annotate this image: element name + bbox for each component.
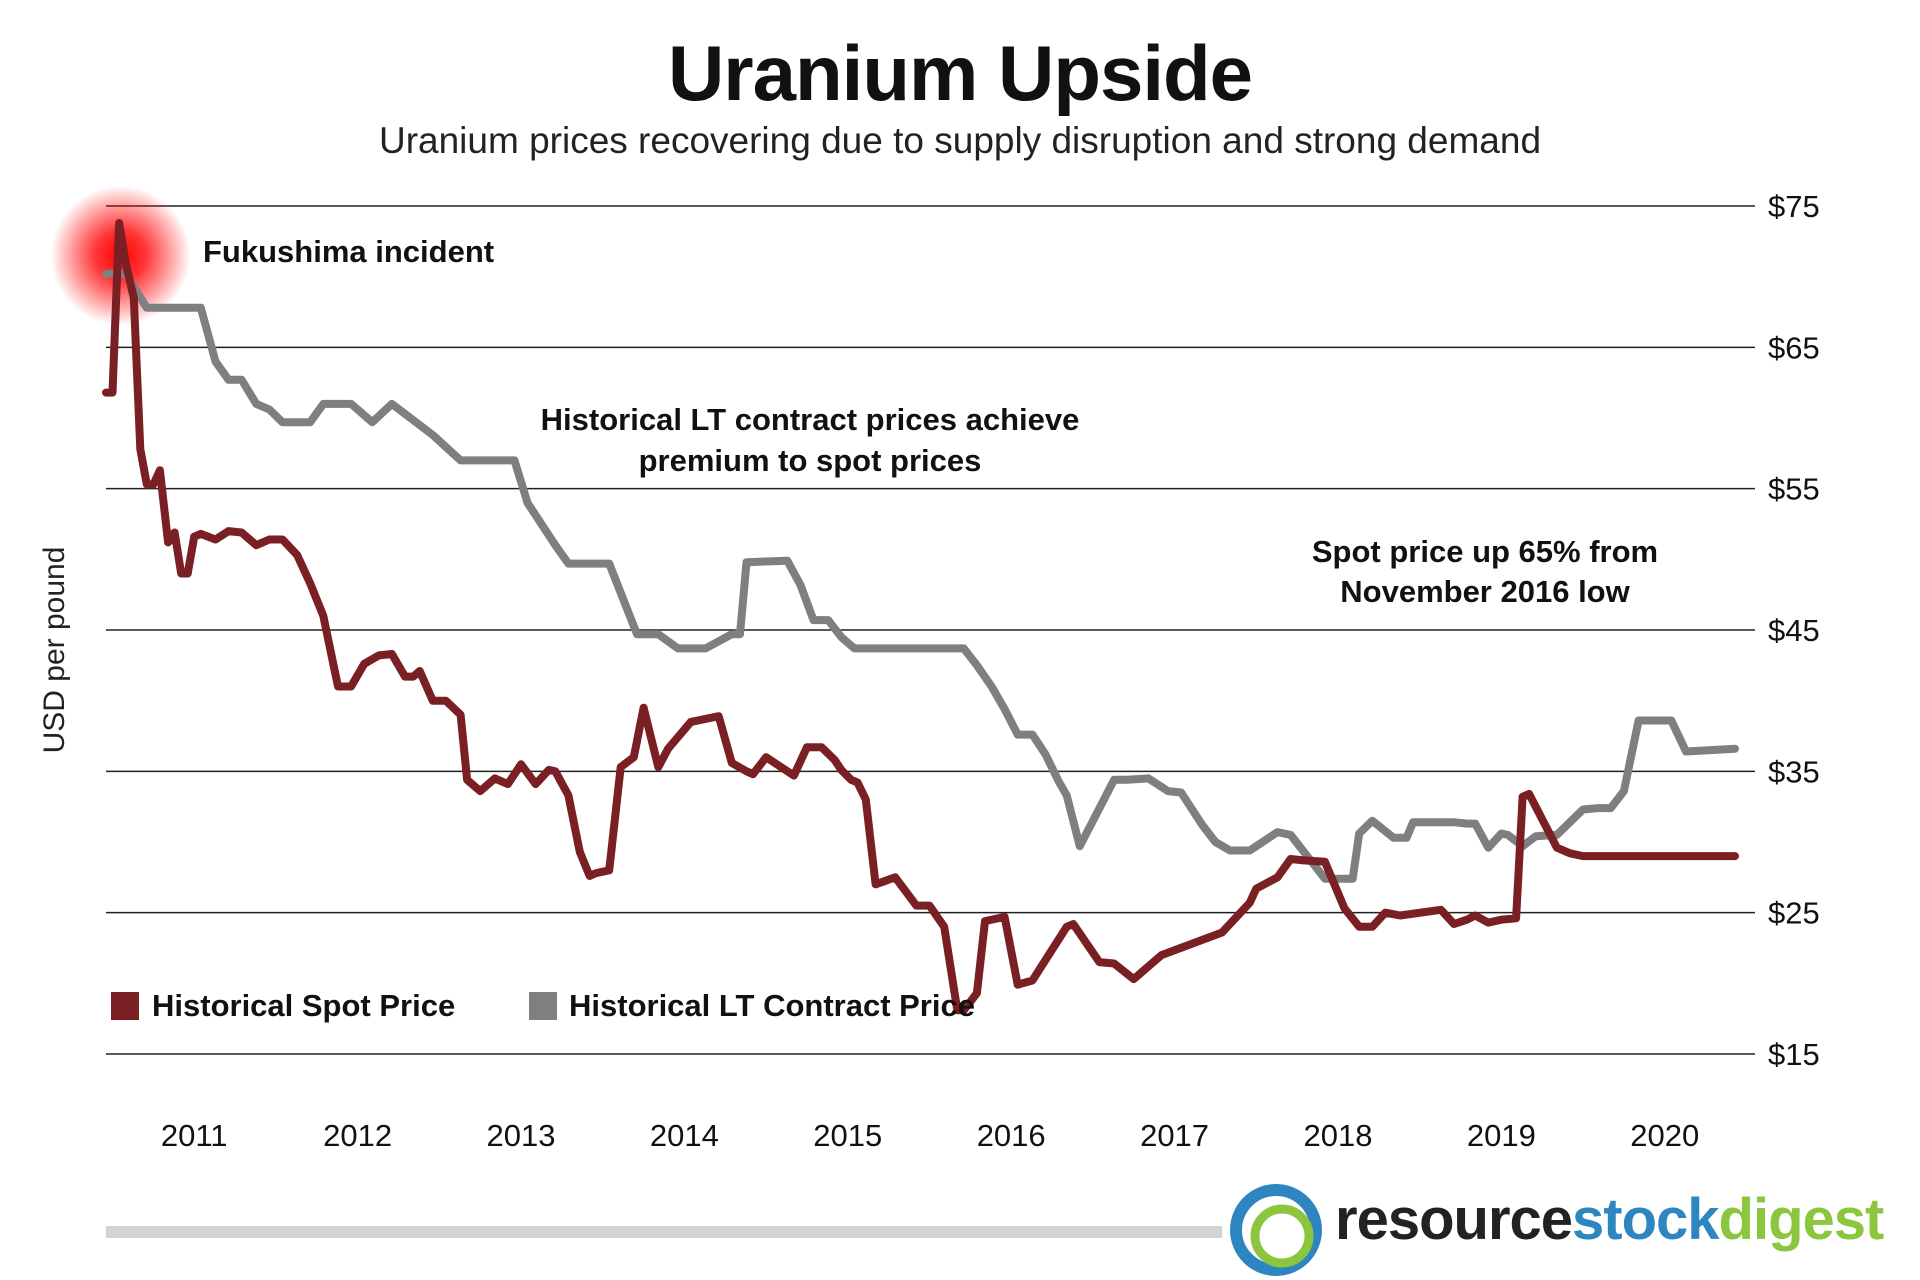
x-axis-ticks: 2011 2012 2013 2014 2015 2016 2017 2018 2019 2020 <box>161 1118 1699 1153</box>
y-tick-label: $65 <box>1768 330 1820 365</box>
y-axis-label: USD per pound <box>38 547 71 754</box>
x-tick-label: 2018 <box>1303 1118 1372 1153</box>
gridlines <box>106 205 1755 1055</box>
chart-title: Uranium Upside <box>667 29 1253 117</box>
logo-text-part1: resource <box>1335 1187 1573 1252</box>
y-tick-label: $75 <box>1768 189 1820 224</box>
logo-text-part3: digest <box>1718 1187 1885 1252</box>
legend-swatch-lt <box>529 992 557 1020</box>
x-tick-label: 2015 <box>813 1118 882 1153</box>
brand-logo-text: resourcestockdigest <box>1335 1186 1885 1253</box>
annotation-lt-premium-line1: Historical LT contract prices achieve <box>541 402 1080 437</box>
annotation-spot-up-line1: Spot price up 65% from <box>1312 534 1658 569</box>
logo-mark <box>1230 1184 1322 1276</box>
x-tick-label: 2012 <box>323 1118 392 1153</box>
legend: Historical Spot Price Historical LT Cont… <box>111 988 975 1023</box>
y-tick-label: $55 <box>1768 472 1820 507</box>
chart-subtitle: Uranium prices recovering due to supply … <box>378 120 1542 161</box>
x-tick-label: 2014 <box>650 1118 719 1153</box>
y-tick-label: $15 <box>1768 1037 1820 1072</box>
y-tick-label: $25 <box>1768 896 1820 931</box>
y-tick-label: $35 <box>1768 754 1820 789</box>
x-tick-label: 2016 <box>977 1118 1046 1153</box>
series-line-lt <box>102 269 1739 883</box>
x-tick-label: 2017 <box>1140 1118 1209 1153</box>
x-tick-label: 2020 <box>1630 1118 1699 1153</box>
annotation-lt-premium-line2: premium to spot prices <box>639 443 982 478</box>
y-axis-ticks: $15 $25 $35 $45 $55 $65 $75 <box>1768 189 1820 1072</box>
brand-logo: resourcestockdigest <box>1225 1178 1905 1278</box>
x-tick-label: 2019 <box>1467 1118 1536 1153</box>
x-tick-label: 2011 <box>161 1118 228 1153</box>
legend-label-spot: Historical Spot Price <box>152 988 455 1023</box>
legend-label-lt: Historical LT Contract Price <box>569 988 975 1023</box>
logo-text-part2: stock <box>1572 1187 1720 1252</box>
series-line-spot <box>102 219 1739 1015</box>
legend-swatch-spot <box>111 992 139 1020</box>
x-tick-label: 2013 <box>487 1118 556 1153</box>
series-lines <box>102 219 1739 1015</box>
y-tick-label: $45 <box>1768 613 1820 648</box>
annotation-fukushima: Fukushima incident <box>203 234 494 269</box>
annotation-spot-up-line2: November 2016 low <box>1340 574 1630 609</box>
